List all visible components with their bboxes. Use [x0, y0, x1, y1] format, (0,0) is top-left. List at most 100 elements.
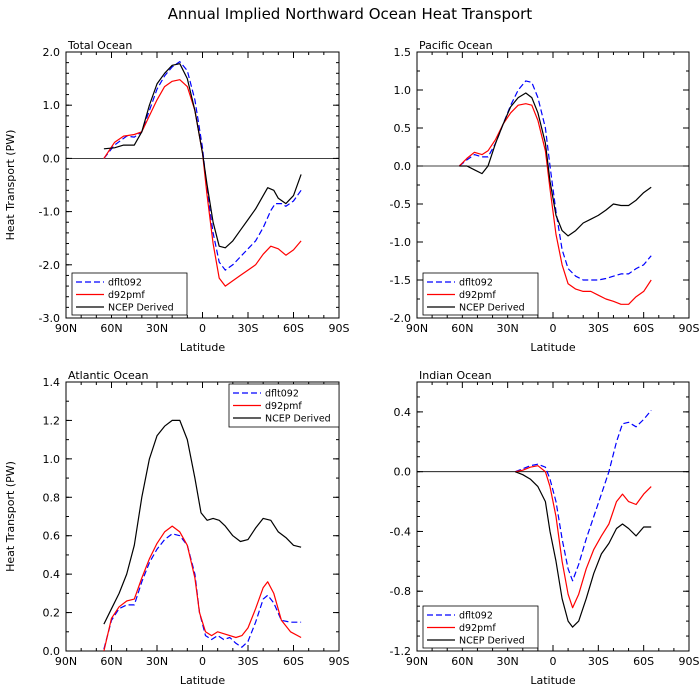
y-tick-label: 0.0	[43, 645, 61, 658]
panel-atlantic-ocean: Atlantic Ocean 90N 60N 30N 0 30S 60S 90S 0.0 0.2 0…	[4, 369, 350, 687]
x-tick-label: 90S	[329, 655, 350, 668]
y-axis-label: Heat Transport (PW)	[4, 130, 17, 241]
x-tick-label: 30S	[588, 655, 609, 668]
series-line-ncep-derived	[514, 471, 652, 628]
x-tick-label: 30S	[238, 655, 259, 668]
x-axis-label: Latitude	[530, 674, 576, 687]
x-tick-label: 90N	[55, 655, 77, 668]
y-tick-label: -1.2	[390, 645, 411, 658]
y-tick-label: -3.0	[39, 312, 60, 325]
panel-indian-ocean: Indian Ocean 90N 60N 30N 0 30S 60S 90S -1.2 -0.8 -…	[390, 369, 700, 687]
x-axis-label: Latitude	[180, 341, 226, 354]
x-tick-label: 90N	[406, 322, 428, 335]
y-tick-label: 0.0	[394, 466, 412, 479]
legend-label-d92pmf: d92pmf	[265, 401, 302, 412]
legend-label-dflt092: dflt092	[459, 278, 493, 289]
y-tick-label: -0.4	[390, 525, 411, 538]
y-tick-label: -0.8	[390, 585, 411, 598]
y-tick-label: 0.6	[43, 530, 61, 543]
y-tick-label: 1.4	[43, 376, 61, 389]
y-tick-label: 0.8	[43, 491, 61, 504]
x-tick-label: 90N	[55, 322, 77, 335]
x-tick-label: 0	[199, 322, 206, 335]
panel-total-ocean: Total Ocean 90N 60N 30N 0 30S 60S 90S -3.0 -2.0 -1…	[4, 39, 350, 354]
y-tick-label: 1.0	[43, 99, 61, 112]
x-tick-label: 30N	[497, 322, 519, 335]
legend-label-ncep-derived: NCEP Derived	[459, 303, 525, 314]
legend-label-ncep-derived: NCEP Derived	[108, 303, 174, 314]
legend-box	[422, 272, 539, 316]
x-axis-label: Latitude	[530, 341, 576, 354]
x-tick-label: 60N	[100, 322, 122, 335]
x-tick-label: 0	[199, 655, 206, 668]
x-tick-label: 90S	[679, 322, 700, 335]
x-tick-label: 60S	[283, 655, 304, 668]
panel-title: Total Ocean	[67, 39, 132, 52]
legend-label-ncep-derived: NCEP Derived	[265, 414, 331, 425]
x-tick-label: 0	[550, 322, 557, 335]
legend-label-d92pmf: d92pmf	[108, 290, 145, 301]
y-axis-label: Heat Transport (PW)	[4, 461, 17, 572]
panel-title: Pacific Ocean	[419, 39, 493, 52]
legend-label-ncep-derived: NCEP Derived	[459, 636, 525, 647]
x-tick-label: 30N	[146, 655, 168, 668]
figure-title: Annual Implied Northward Ocean Heat Tran…	[168, 5, 533, 23]
x-tick-label: 60S	[633, 322, 654, 335]
series-line-dflt092	[458, 80, 652, 281]
x-tick-label: 90S	[329, 322, 350, 335]
y-tick-label: -0.5	[390, 198, 411, 211]
y-tick-label: -1.0	[390, 236, 411, 249]
x-tick-label: 90S	[679, 655, 700, 668]
y-tick-label: -1.5	[390, 274, 411, 287]
y-tick-label: 0.2	[43, 607, 61, 620]
y-tick-label: 0.5	[394, 122, 412, 135]
series-line-ncep-derived	[459, 92, 652, 237]
series-line-dflt092	[103, 61, 302, 271]
panel-title: Atlantic Ocean	[68, 369, 149, 382]
panel-pacific-ocean: Pacific Ocean 90N 60N 30N 0 30S 60S 90S -2.0 -1.5…	[390, 39, 700, 354]
y-tick-label: -2.0	[390, 312, 411, 325]
chart-panels: Total Ocean 90N 60N 30N 0 30S 60S 90S -3.0 -2.0 -1…	[4, 39, 700, 687]
series-line-d92pmf	[458, 103, 652, 305]
y-tick-label: 1.2	[43, 414, 61, 427]
legend-label-dflt092: dflt092	[265, 389, 299, 400]
y-tick-label: -2.0	[39, 259, 60, 272]
y-tick-label: 1.5	[394, 46, 412, 59]
legend-label-dflt092: dflt092	[108, 278, 142, 289]
x-tick-label: 30S	[238, 322, 259, 335]
y-tick-label: 0.4	[394, 406, 412, 419]
series-line-d92pmf	[515, 465, 652, 609]
y-tick-label: 1.0	[394, 84, 412, 97]
x-tick-label: 30N	[146, 322, 168, 335]
x-tick-label: 60N	[451, 655, 473, 668]
x-tick-label: 0	[550, 655, 557, 668]
y-tick-label: 0.0	[43, 152, 61, 165]
series-line-dflt092	[514, 410, 652, 582]
y-tick-label: 0.0	[394, 160, 412, 173]
x-tick-label: 60N	[100, 655, 122, 668]
x-tick-label: 30S	[588, 322, 609, 335]
x-axis-label: Latitude	[180, 674, 226, 687]
series-line-ncep-derived	[103, 63, 302, 249]
series-line-dflt092	[103, 533, 302, 650]
x-tick-label: 60N	[451, 322, 473, 335]
series-line-ncep-derived	[103, 419, 302, 625]
legend-label-dflt092: dflt092	[459, 611, 493, 622]
series-line-d92pmf	[103, 79, 302, 287]
x-tick-label: 60S	[283, 322, 304, 335]
y-tick-label: 0.4	[43, 568, 61, 581]
panel-title: Indian Ocean	[419, 369, 492, 382]
legend-label-d92pmf: d92pmf	[459, 623, 496, 634]
y-tick-label: -1.0	[39, 206, 60, 219]
y-tick-label: 1.0	[43, 453, 61, 466]
x-tick-label: 90N	[406, 655, 428, 668]
x-tick-label: 30N	[497, 655, 519, 668]
legend-label-d92pmf: d92pmf	[459, 290, 496, 301]
x-tick-label: 60S	[633, 655, 654, 668]
series-line-d92pmf	[103, 525, 302, 651]
